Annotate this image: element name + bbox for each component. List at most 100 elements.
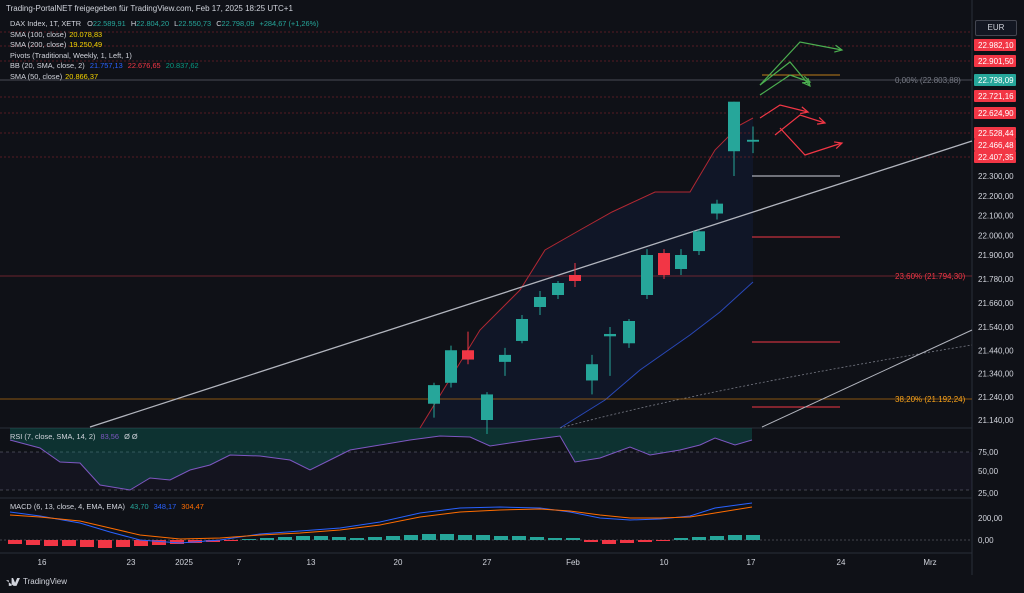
price-axis-label: 21.340,00 [978, 370, 1014, 379]
macd-histogram-bar [584, 540, 598, 542]
candle [586, 354, 598, 395]
macd-histogram-bar [728, 535, 742, 540]
macd-histogram-bar [638, 540, 652, 542]
macd-legend: MACD (6, 13, close, 4, EMA, EMA) 43,70 3… [10, 502, 204, 511]
macd-histogram-bar [98, 540, 112, 548]
bb-fill [420, 118, 753, 428]
price-tag-bg [974, 107, 1016, 119]
time-axis-label: 27 [483, 558, 492, 567]
fib-level-label: 0,00% (22.803,88) [895, 76, 961, 85]
macd-histogram-bar [296, 536, 310, 540]
currency-selector[interactable]: EUR [975, 20, 1017, 36]
price-axis-label: 22.200,00 [978, 192, 1014, 201]
macd-histogram-bar [458, 535, 472, 540]
projection-arrow [759, 41, 844, 86]
price-tag: 22.901,50 [974, 55, 1016, 67]
macd-histogram-bar [512, 536, 526, 540]
candle [516, 315, 528, 344]
candle-body [728, 101, 740, 152]
arrow-path [759, 104, 809, 119]
fib-level-label: 23,60% (21.794,30) [895, 272, 966, 281]
candle-body [569, 275, 581, 281]
legend-sma100: SMA (100, close) 20.078,83 [10, 29, 103, 39]
candle [445, 345, 457, 388]
macd-histogram-bar [404, 535, 418, 540]
time-axis-label: 17 [747, 558, 756, 567]
macd-signal-line [9, 506, 753, 540]
macd-histogram-bar [476, 535, 490, 540]
legend-sma200: SMA (200, close) 19.250,49 [10, 40, 103, 50]
candle [747, 126, 759, 154]
macd-histogram-bar [422, 534, 436, 540]
legend-sma50: SMA (50, close) 20.866,37 [10, 71, 99, 81]
macd-histogram-bar [746, 535, 760, 540]
macd-histogram-bar [530, 537, 544, 540]
legend-pivots: Pivots (Traditional, Weekly, 1, Left, 1) [10, 50, 132, 60]
macd-histogram-bar [440, 534, 454, 540]
price-axis-label: 21.900,00 [978, 251, 1014, 260]
price-axis-label: 22.000,00 [978, 231, 1014, 240]
macd-pane: 200,00 0,00 [0, 502, 1003, 548]
arrow-head [801, 75, 812, 84]
time-axis-label: 20 [394, 558, 403, 567]
price-axis: 22.300,00 22.200,00 22.100,00 22.000,00 21.9… [978, 172, 1014, 425]
projection-arrow [759, 74, 812, 96]
price-axis-label: 21.780,00 [978, 275, 1014, 284]
price-tag: 22.466,48 [974, 139, 1016, 151]
macd-histogram-bar [674, 538, 688, 540]
price-tag-bg [974, 39, 1016, 51]
candle [428, 382, 440, 418]
candle [481, 392, 493, 434]
arrow-path [759, 74, 811, 96]
rsi-pane: 75,00 50,00 25,00 [0, 428, 999, 498]
projection-arrows [759, 41, 844, 156]
tradingview-logo: TradingView [6, 577, 67, 586]
macd-line [9, 502, 753, 544]
time-axis-label: 10 [660, 558, 669, 567]
time-axis-label: 24 [837, 558, 846, 567]
macd-histogram-bar [44, 540, 58, 546]
symbol-name: DAX Index, 1T, XETR [10, 19, 82, 28]
macd-histogram-bar [494, 536, 508, 540]
candle [623, 319, 635, 348]
macd-axis-label: 200,00 [978, 514, 1003, 523]
price-tag-label: 22.982,10 [978, 41, 1014, 50]
candle-body [711, 203, 723, 214]
time-axis: 16 23 2025 7 13 20 27 Feb 10 17 24 Mrz [38, 558, 937, 567]
price-tag-bg [974, 127, 1016, 139]
legend-bb: BB (20, SMA, close, 2) 21.757,13 22.676,… [10, 61, 199, 71]
arrow-head [800, 106, 810, 115]
projection-arrow [774, 114, 827, 136]
macd-histogram-bar [332, 537, 346, 540]
macd-histogram-bar [620, 540, 634, 543]
projection-arrow [759, 104, 810, 119]
macd-histogram-bar [548, 538, 562, 540]
macd-histogram-bar [602, 540, 616, 544]
candle-body [462, 350, 474, 360]
candle-body [552, 283, 564, 295]
price-axis-label: 21.440,00 [978, 346, 1014, 355]
candle [534, 291, 546, 315]
time-axis-label: 2025 [175, 558, 193, 567]
price-tags: 22.982,10 22.901,50 22.798,09 22.721,16 22.6… [974, 39, 1016, 163]
price-tag-label: 22.901,50 [978, 57, 1014, 66]
sma-dotted-line [559, 344, 973, 429]
price-axis-label: 21.540,00 [978, 323, 1014, 332]
candle-body [658, 253, 670, 275]
trendline-lower [761, 329, 973, 428]
legend-symbol-row: DAX Index, 1T, XETR O22.589,91 H22.804,2… [10, 19, 319, 28]
macd-histogram-bar [116, 540, 130, 547]
rsi-band-fill [0, 452, 972, 490]
share-caption: Trading-PortalNET freigegeben für Tradin… [6, 4, 293, 13]
candle-body [445, 350, 457, 383]
arrow-path [774, 114, 826, 136]
macd-histogram-bar [278, 537, 292, 540]
price-axis-label: 21.660,00 [978, 299, 1014, 308]
rsi-line [9, 435, 753, 491]
macd-histogram-bar [710, 536, 724, 540]
candle [693, 229, 705, 255]
candle [499, 347, 511, 376]
macd-histogram-bar [260, 538, 274, 540]
